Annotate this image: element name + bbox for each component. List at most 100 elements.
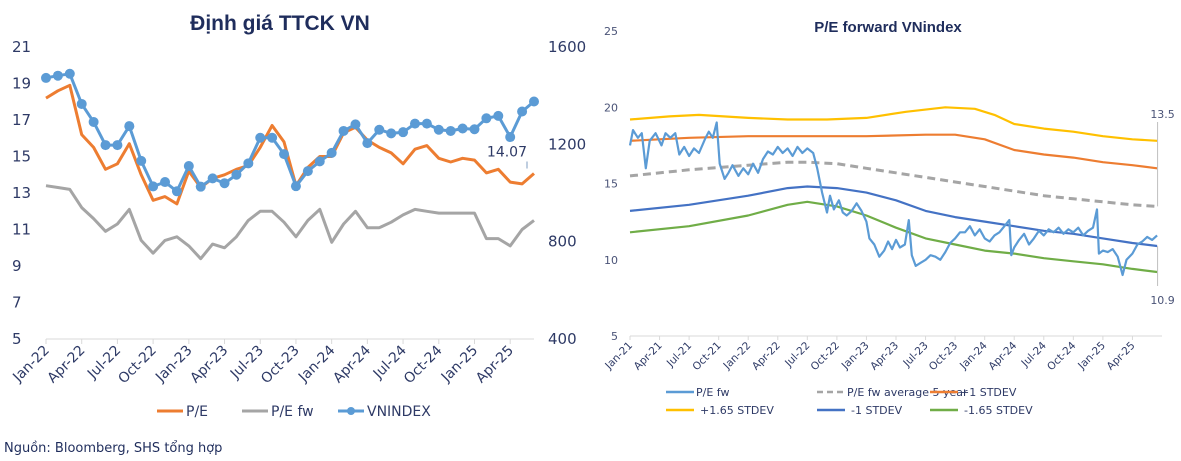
data-point-vnindex xyxy=(171,186,182,197)
x-tick-label-apr-25: Apr-25 xyxy=(473,343,517,387)
right-legend: P/E fw P/E fw average 5 year+1 STDEV +1.65… xyxy=(666,386,1033,417)
legend-label-1-65-stdev: +1.65 STDEV xyxy=(700,404,774,417)
x-tick-label-oct-22: Oct-22 xyxy=(809,340,842,373)
x-tick-label-apr-24: Apr-24 xyxy=(330,342,374,386)
left-y-tick-9: 9 xyxy=(12,257,22,275)
data-point-vnindex xyxy=(302,166,313,177)
left-legend: P/E P/E fw VNINDEX xyxy=(157,404,431,420)
data-point-vnindex xyxy=(136,155,147,166)
data-point-vnindex xyxy=(279,149,290,160)
left-y-tick-21: 21 xyxy=(12,38,31,56)
series-line-1-stdev xyxy=(629,185,1158,248)
data-point-vnindex xyxy=(421,118,432,129)
x-tick-label-jul-23: Jul-23 xyxy=(900,340,930,370)
data-point-vnindex xyxy=(64,68,75,79)
data-point-vnindex xyxy=(195,181,206,192)
left-chart: Định giá TTCK VN 5 7 9 11 13 15 17 19 21 400 800 1… xyxy=(9,12,586,420)
data-point-vnindex xyxy=(76,98,87,109)
x-tick-label-oct-24: Oct-24 xyxy=(401,342,446,387)
series-line-1-stdev xyxy=(629,133,1158,170)
right-y-tick-400: 400 xyxy=(548,330,577,348)
x-tick-label-jan-25: Jan-25 xyxy=(438,343,481,386)
series-line-p-e-fw-average-5-year xyxy=(629,160,1158,208)
x-tick-label-apr-24: Apr-24 xyxy=(986,339,1019,372)
x-tick-label-jan-23: Jan-23 xyxy=(839,340,872,373)
legend-label-p-e-fw: P/E fw xyxy=(271,404,314,420)
x-tick-label-apr-23: Apr-23 xyxy=(868,340,901,373)
data-point-vnindex xyxy=(231,169,242,180)
right-series xyxy=(628,106,1158,277)
data-point-vnindex xyxy=(457,123,468,134)
right-annotations: 13.5 10.9 xyxy=(1150,108,1175,307)
right-y-axis-ticks: 400 800 1200 1600 xyxy=(548,38,586,348)
x-tick-label-apr-21: Apr-21 xyxy=(632,340,665,373)
left-x-axis-ticks: Jan-22Apr-22Jul-22Oct-22Jan-23Apr-23Jul-… xyxy=(9,339,517,387)
x-tick-label-oct-22: Oct-22 xyxy=(115,343,160,388)
data-point-vnindex xyxy=(326,147,337,158)
x-tick-label-jan-22: Jan-22 xyxy=(9,343,52,386)
y-tick-20: 20 xyxy=(604,101,618,114)
annotation-label-avg: 13.5 xyxy=(1150,108,1175,121)
data-point-vnindex xyxy=(517,106,528,117)
right-y-tick-800: 800 xyxy=(548,233,577,251)
data-point-vnindex xyxy=(112,140,123,151)
data-point-vnindex xyxy=(505,132,516,143)
x-tick-label-jan-24: Jan-24 xyxy=(957,339,990,372)
x-tick-label-apr-22: Apr-22 xyxy=(45,343,89,387)
x-tick-label-oct-24: Oct-24 xyxy=(1045,339,1079,373)
y-tick-25: 25 xyxy=(604,25,618,38)
series-line-p-e xyxy=(45,83,535,206)
left-y-tick-13: 13 xyxy=(12,184,31,202)
data-point-vnindex xyxy=(445,125,456,136)
left-annotations: 14.07 xyxy=(487,144,528,169)
legend-label-1-stdev: -1 STDEV xyxy=(851,404,903,417)
legend-label-p-e-fw: P/E fw xyxy=(696,386,729,399)
legend-label-vnindex: VNINDEX xyxy=(367,404,431,420)
data-point-vnindex xyxy=(338,125,349,136)
series-line-p-e-fw xyxy=(628,121,1158,277)
x-tick-label-oct-21: Oct-21 xyxy=(690,340,723,373)
left-y-tick-17: 17 xyxy=(12,111,31,129)
legend-label-p-e-fw-average-5-year: P/E fw average 5 year xyxy=(847,386,968,399)
annotation-label-minus1: 10.9 xyxy=(1150,294,1175,307)
data-point-vnindex xyxy=(207,173,218,184)
x-tick-label-apr-23: Apr-23 xyxy=(187,343,231,387)
data-point-vnindex xyxy=(469,124,480,135)
right-chart-y-axis-ticks: 5 10 15 20 25 xyxy=(604,25,618,343)
data-point-vnindex xyxy=(409,118,420,129)
data-point-vnindex xyxy=(386,128,397,139)
legend-label-1-65-stdev: -1.65 STDEV xyxy=(964,404,1033,417)
y-tick-10: 10 xyxy=(604,254,618,267)
data-point-vnindex xyxy=(243,158,254,169)
legend-marker-vnindex xyxy=(347,407,355,415)
data-point-vnindex xyxy=(314,156,325,167)
left-y-axis-ticks: 5 7 9 11 13 15 17 19 21 xyxy=(12,38,31,348)
data-point-vnindex xyxy=(88,116,99,127)
data-point-vnindex xyxy=(362,138,373,149)
right-y-tick-1600: 1600 xyxy=(548,38,586,56)
data-point-vnindex xyxy=(481,113,492,124)
y-tick-5: 5 xyxy=(611,330,618,343)
data-point-vnindex xyxy=(41,72,51,83)
left-chart-title: Định giá TTCK VN xyxy=(190,12,370,35)
x-tick-label-oct-23: Oct-23 xyxy=(927,340,960,373)
x-tick-label-jan-25: Jan-25 xyxy=(1075,340,1108,373)
legend-label-1-stdev: +1 STDEV xyxy=(960,386,1017,399)
data-point-vnindex xyxy=(290,181,301,192)
data-point-vnindex xyxy=(267,132,278,143)
x-tick-label-jan-21: Jan-21 xyxy=(602,340,635,373)
data-point-vnindex xyxy=(219,178,230,189)
y-tick-15: 15 xyxy=(604,178,618,191)
left-series xyxy=(41,68,539,261)
data-point-vnindex xyxy=(350,119,361,130)
data-point-vnindex xyxy=(52,70,63,81)
x-tick-label-jul-21: Jul-21 xyxy=(664,340,694,370)
data-point-vnindex xyxy=(183,160,194,171)
data-point-vnindex xyxy=(398,127,409,138)
left-y-tick-7: 7 xyxy=(12,294,22,312)
left-y-tick-15: 15 xyxy=(12,148,31,166)
data-point-vnindex xyxy=(374,124,385,135)
left-y-tick-5: 5 xyxy=(12,330,22,348)
